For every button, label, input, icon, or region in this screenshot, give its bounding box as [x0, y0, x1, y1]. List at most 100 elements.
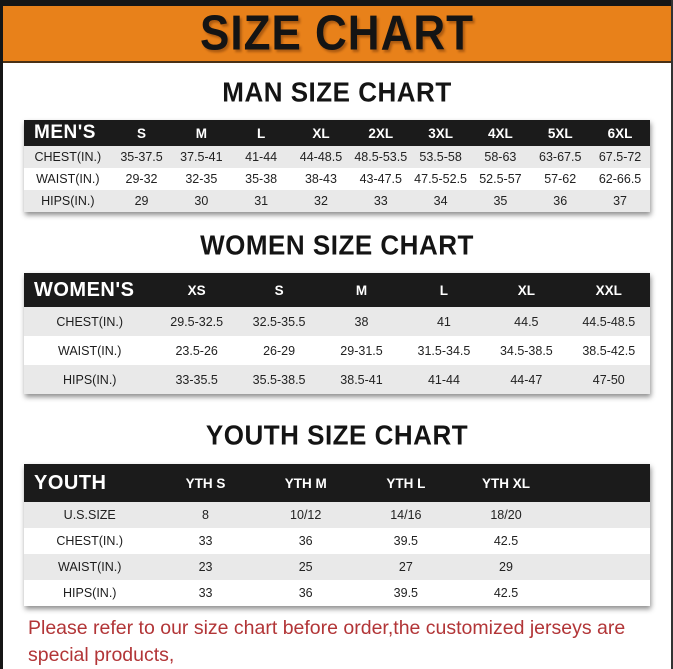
- content-area: MAN SIZE CHART MEN'S S M L XL 2XL 3XL 4XL 5XL 6XL…: [3, 75, 671, 669]
- size-cell: 48.5-53.5: [354, 150, 408, 164]
- size-column-header: XL: [485, 273, 568, 307]
- size-cell: 39.5: [393, 586, 419, 600]
- size-cell: 33: [198, 586, 213, 600]
- size-cell: 18/20: [490, 508, 522, 522]
- size-column-header: XL: [291, 120, 351, 146]
- size-cell: 35.5-38.5: [252, 372, 306, 387]
- size-column-header: 5XL: [530, 120, 591, 146]
- row-spacer: [556, 502, 650, 528]
- youth-size-section: YOUTH SIZE CHART YOUTH YTH S YTH M YTH L YTH…: [24, 419, 650, 606]
- size-column-header: YTH M: [255, 464, 356, 502]
- row-label: WAIST(IN.): [58, 343, 122, 358]
- women-section-heading: WOMEN SIZE CHART: [200, 228, 474, 262]
- size-column-header: S: [237, 273, 321, 307]
- size-cell: 53.5-58: [419, 150, 462, 164]
- table-row: HIPS(IN.) 33-35.5 35.5-38.5 38.5-41 41-44 44-…: [24, 365, 650, 394]
- size-column-header: XS: [155, 273, 238, 307]
- row-spacer: [556, 580, 650, 606]
- size-cell: 36: [298, 534, 313, 548]
- size-cell: 42.5: [493, 586, 519, 600]
- size-cell: 36: [298, 586, 313, 600]
- footer-disclaimer: Please refer to our size chart before or…: [24, 615, 650, 669]
- man-size-section: MAN SIZE CHART MEN'S S M L XL 2XL 3XL 4XL 5XL 6XL…: [24, 75, 650, 212]
- size-cell: 41: [436, 314, 451, 329]
- size-cell: 31: [254, 194, 269, 208]
- size-cell: 35: [493, 194, 508, 208]
- table-row: WAIST(IN.) 23 25 27 29: [24, 554, 650, 580]
- size-column-header: YTH XL: [455, 464, 557, 502]
- size-cell: 27: [398, 560, 413, 574]
- size-cell: 33: [198, 534, 213, 548]
- size-cell: 33: [373, 194, 388, 208]
- table-row: WAIST(IN.) 23.5-26 26-29 29-31.5 31.5-34.5 34…: [24, 336, 650, 365]
- row-label: WAIST(IN.): [58, 560, 122, 574]
- youth-size-table: YOUTH YTH S YTH M YTH L YTH XL U.S.SIZE 8 10/12…: [24, 464, 650, 606]
- size-cell: 25: [298, 560, 313, 574]
- size-cell: 47.5-52.5: [414, 172, 467, 186]
- row-label: CHEST(IN.): [56, 534, 124, 548]
- man-section-heading: MAN SIZE CHART: [222, 75, 452, 109]
- size-cell: 23.5-26: [175, 343, 218, 358]
- size-column-header: L: [231, 120, 292, 146]
- size-column-header: 6XL: [590, 120, 650, 146]
- size-cell: 36: [553, 194, 568, 208]
- size-cell: 38.5-42.5: [582, 343, 636, 358]
- size-cell: 34: [433, 194, 448, 208]
- table-row: WAIST(IN.) 29-32 32-35 35-38 38-43 43-47.5 47.…: [24, 168, 650, 190]
- table-row: CHEST(IN.) 29.5-32.5 32.5-35.5 38 41 44.5 44.5…: [24, 307, 650, 336]
- size-header-row: WOMEN'S XS S M L XL XXL: [24, 273, 650, 307]
- table-row: CHEST(IN.) 35-37.5 37.5-41 41-44 44-48.5 48.5…: [24, 146, 650, 168]
- size-cell: 29: [499, 560, 513, 574]
- row-label: CHEST(IN.): [34, 150, 102, 164]
- page-title: SIZE CHART: [200, 5, 474, 61]
- table-row: CHEST(IN.) 33 36 39.5 42.5: [24, 528, 650, 554]
- title-banner: SIZE CHART: [3, 6, 671, 63]
- table-header-label: MEN'S: [24, 120, 112, 146]
- size-cell: 35-38: [245, 172, 278, 186]
- women-size-section: WOMEN SIZE CHART WOMEN'S XS S M L XL XXL CHEST(…: [24, 228, 650, 394]
- row-label: U.S.SIZE: [63, 508, 116, 522]
- size-cell: 29-31.5: [340, 343, 383, 358]
- size-cell: 67.5-72: [598, 150, 642, 164]
- size-cell: 43-47.5: [359, 172, 402, 186]
- size-cell: 38.5-41: [340, 372, 383, 387]
- size-column-header: M: [171, 120, 232, 146]
- row-spacer: [556, 528, 650, 554]
- size-cell: 39.5: [393, 534, 419, 548]
- table-header-label: WOMEN'S: [24, 273, 156, 307]
- table-row: HIPS(IN.) 33 36 39.5 42.5: [24, 580, 650, 606]
- size-cell: 29-32: [125, 172, 158, 186]
- size-cell: 44-48.5: [299, 150, 343, 164]
- size-cell: 63-67.5: [539, 150, 582, 164]
- size-cell: 44.5-48.5: [582, 314, 636, 329]
- size-column-header: S: [111, 120, 172, 146]
- size-cell: 58-63: [484, 150, 517, 164]
- size-cell: 31.5-34.5: [417, 343, 471, 358]
- size-cell: 57-62: [544, 172, 577, 186]
- row-label: CHEST(IN.): [56, 314, 124, 329]
- row-label: WAIST(IN.): [36, 172, 100, 186]
- table-row: HIPS(IN.) 29 30 31 32 33 34 35 36 37: [24, 190, 650, 212]
- size-cell: 33-35.5: [175, 372, 218, 387]
- size-column-header: XXL: [567, 273, 650, 307]
- size-header-row: MEN'S S M L XL 2XL 3XL 4XL 5XL 6XL: [24, 120, 650, 146]
- size-cell: 32.5-35.5: [252, 314, 306, 329]
- size-column-header: YTH S: [155, 464, 256, 502]
- size-cell: 41-44: [245, 150, 278, 164]
- size-cell: 32-35: [185, 172, 218, 186]
- size-cell: 26-29: [263, 343, 296, 358]
- size-column-header: 2XL: [350, 120, 411, 146]
- size-cell: 44-47: [510, 372, 543, 387]
- size-cell: 30: [194, 194, 209, 208]
- size-cell: 14/16: [390, 508, 422, 522]
- size-column-header: 4XL: [470, 120, 531, 146]
- size-cell: 41-44: [427, 372, 460, 387]
- size-cell: 44.5: [514, 314, 539, 329]
- size-cell: 47-50: [592, 372, 625, 387]
- size-cell: 35-37.5: [120, 150, 163, 164]
- size-cell: 37: [613, 194, 628, 208]
- size-cell: 23: [198, 560, 213, 574]
- size-cell: 62-66.5: [598, 172, 642, 186]
- womens-size-table: WOMEN'S XS S M L XL XXL CHEST(IN.) 29.5-32.5 32.5…: [24, 273, 650, 394]
- size-column-header: 3XL: [410, 120, 471, 146]
